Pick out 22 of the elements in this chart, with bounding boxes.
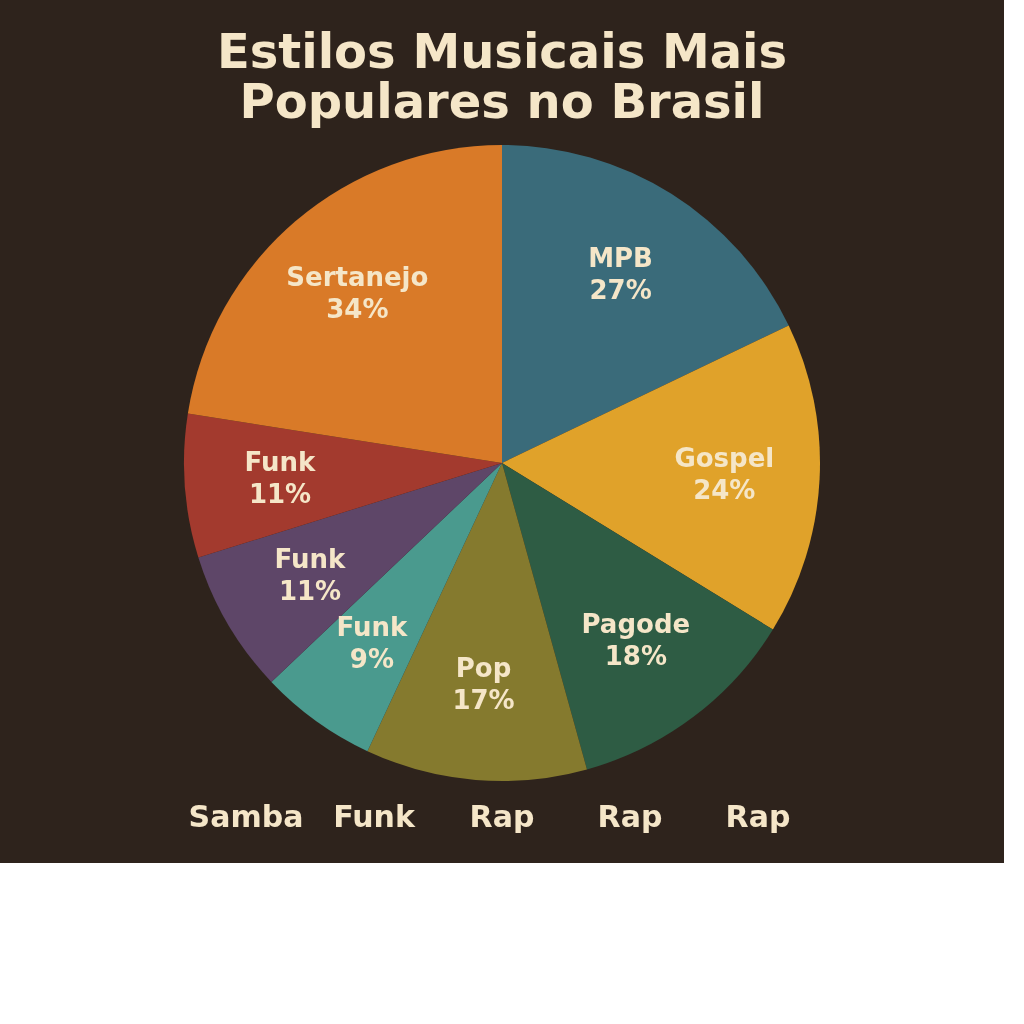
slice-label: Pagode [581,608,691,639]
slice-label: Funk [336,611,408,642]
text: Rap [725,799,791,834]
text: Rap [469,799,535,834]
slice-label: MPB [588,242,653,273]
data-label: 11% [248,479,312,510]
data-label: 9% [349,643,394,674]
text: Funk [333,799,416,834]
text: Rap [597,799,663,834]
data-label: 27% [589,274,652,305]
text: Samba [188,799,304,834]
data-label: 11% [278,575,342,606]
data-label: 17% [452,684,515,715]
slice-label: Funk [244,447,317,478]
chart-title: Estilos Musicais Mais Populares no Brasil [216,23,788,129]
data-label: 18% [604,640,667,671]
data-label: 24% [693,474,756,505]
slice-label: Sertanejo [286,261,429,292]
slice-label: Funk [274,543,347,574]
data-label: 34% [326,293,389,324]
slice-label: Gospel [674,442,775,473]
slice-label: Pop [455,652,512,683]
